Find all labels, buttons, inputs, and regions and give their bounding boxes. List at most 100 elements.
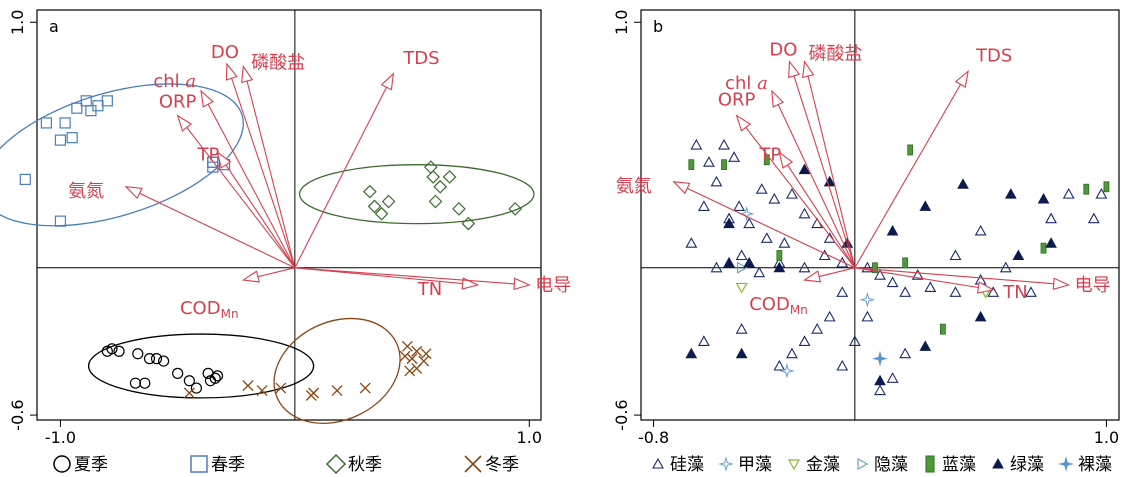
diatom-point (861, 261, 874, 273)
diatom-point (798, 335, 811, 346)
chlorophyta-point (773, 261, 786, 273)
diatom-point (823, 310, 836, 322)
vector-label: TN (1002, 282, 1027, 303)
pyrrophyta-point (738, 205, 755, 222)
diatom-point (899, 347, 912, 359)
winter-ellipse (273, 317, 401, 424)
vector-COD-head (241, 270, 260, 283)
x-tick-label: 1.0 (517, 428, 542, 447)
panel-label: a (49, 17, 59, 36)
cyanobacteria-point (872, 262, 878, 274)
autumn-point (381, 194, 396, 209)
vector-ORP-head (735, 114, 752, 132)
vector-label: DO (211, 42, 239, 63)
legend-marker (992, 457, 1004, 469)
diatom-point (728, 151, 741, 162)
vector-label: CODMn (180, 298, 239, 321)
autumn-point (461, 216, 476, 231)
diatom-point (924, 281, 937, 292)
vector-label: ORP (718, 90, 756, 111)
legend-label: 夏季 (74, 455, 108, 475)
diatom-point (899, 286, 912, 297)
diatom-point (848, 335, 861, 346)
diatom-point (861, 310, 874, 322)
winter-point (420, 348, 432, 360)
diatom-point (768, 192, 781, 204)
vector-chl-a-line (200, 90, 296, 269)
summer-point (113, 345, 125, 357)
winter-point (242, 380, 254, 392)
legend-label: 蓝藻 (942, 455, 976, 475)
vector-label: 磷酸盐 (251, 52, 305, 73)
vector-label: TP (197, 144, 220, 165)
diatom-point (949, 286, 962, 297)
chlorophyta-point (1037, 193, 1050, 204)
diatom-point (690, 138, 703, 150)
cyanobacteria-point (907, 144, 914, 156)
vector-TDS-line (294, 73, 394, 269)
diatom-point (773, 359, 786, 371)
diatom-point (836, 286, 849, 297)
legend-label: 冬季 (485, 455, 519, 475)
chlorophyta-point (735, 347, 748, 359)
summer-point (143, 353, 156, 365)
vector-TN-line (854, 267, 994, 291)
diatom-point (811, 323, 824, 334)
vector-label: chl a (153, 71, 196, 92)
autumn-point (423, 160, 438, 174)
vector-chl-a-line (771, 90, 856, 269)
winter-point (331, 385, 343, 396)
winter-point (359, 382, 371, 394)
vector-磷酸盐-head (241, 64, 254, 84)
spring-point (40, 117, 52, 129)
vector-label: DO (769, 40, 797, 61)
y-tick-label: 1.0 (8, 10, 27, 35)
diatom-point (786, 187, 798, 199)
chlorophyta-point (874, 374, 886, 386)
pyrrophyta-point (779, 363, 795, 379)
spring-point (92, 100, 104, 112)
diatom-point (778, 237, 791, 248)
legend-label: 隐藻 (874, 455, 908, 475)
diatom-point (735, 323, 748, 334)
vector-磷酸盐-head (802, 60, 815, 79)
chlorophyta-point (685, 347, 698, 359)
vector-label: chl a (725, 73, 768, 94)
diatom-point (798, 261, 811, 273)
legend-item-pyrrophyta: 甲藻 (718, 455, 772, 475)
legend-item-cryptophyta: 隐藻 (857, 455, 908, 475)
chlorophyta-point (974, 310, 987, 322)
summer-point (209, 372, 221, 384)
legend-label: 裸藻 (1078, 455, 1112, 475)
legend-algae: 硅藻 甲藻 金藻 隐藻 蓝藻 绿藻 裸藻 (652, 455, 1112, 475)
vector-TP-line (217, 152, 296, 269)
winter-point (411, 345, 423, 357)
summer-point (172, 367, 184, 379)
diatom-point (702, 156, 715, 167)
diatom-point (1087, 212, 1100, 224)
vector-氨氮-head (124, 186, 143, 200)
vector-TP-line (778, 152, 856, 269)
cyanobacteria-point (902, 257, 909, 269)
spring-point (19, 173, 31, 186)
legend-item-euglenophyta: 裸藻 (1058, 455, 1112, 475)
euglenophyta-point (872, 350, 888, 367)
chlorophyta-point (957, 178, 969, 189)
cyanobacteria-point (939, 323, 946, 335)
plot-frame (36, 9, 542, 421)
vector-TN-line (294, 267, 478, 286)
spring-point (54, 215, 67, 227)
vector-TDS-head (954, 69, 969, 88)
legend-item-spring: 春季 (190, 455, 245, 475)
legend-item-cyanobacteria: 蓝藻 (925, 455, 976, 475)
vector-氨氮-line (125, 186, 296, 269)
vector-label: TN (417, 279, 442, 300)
legend-marker (925, 455, 935, 473)
autumn-point (363, 184, 377, 199)
summer-point (211, 370, 224, 382)
vector-chl-a-head (200, 89, 214, 108)
autumn-point (433, 179, 448, 194)
diatom-point (999, 261, 1012, 273)
